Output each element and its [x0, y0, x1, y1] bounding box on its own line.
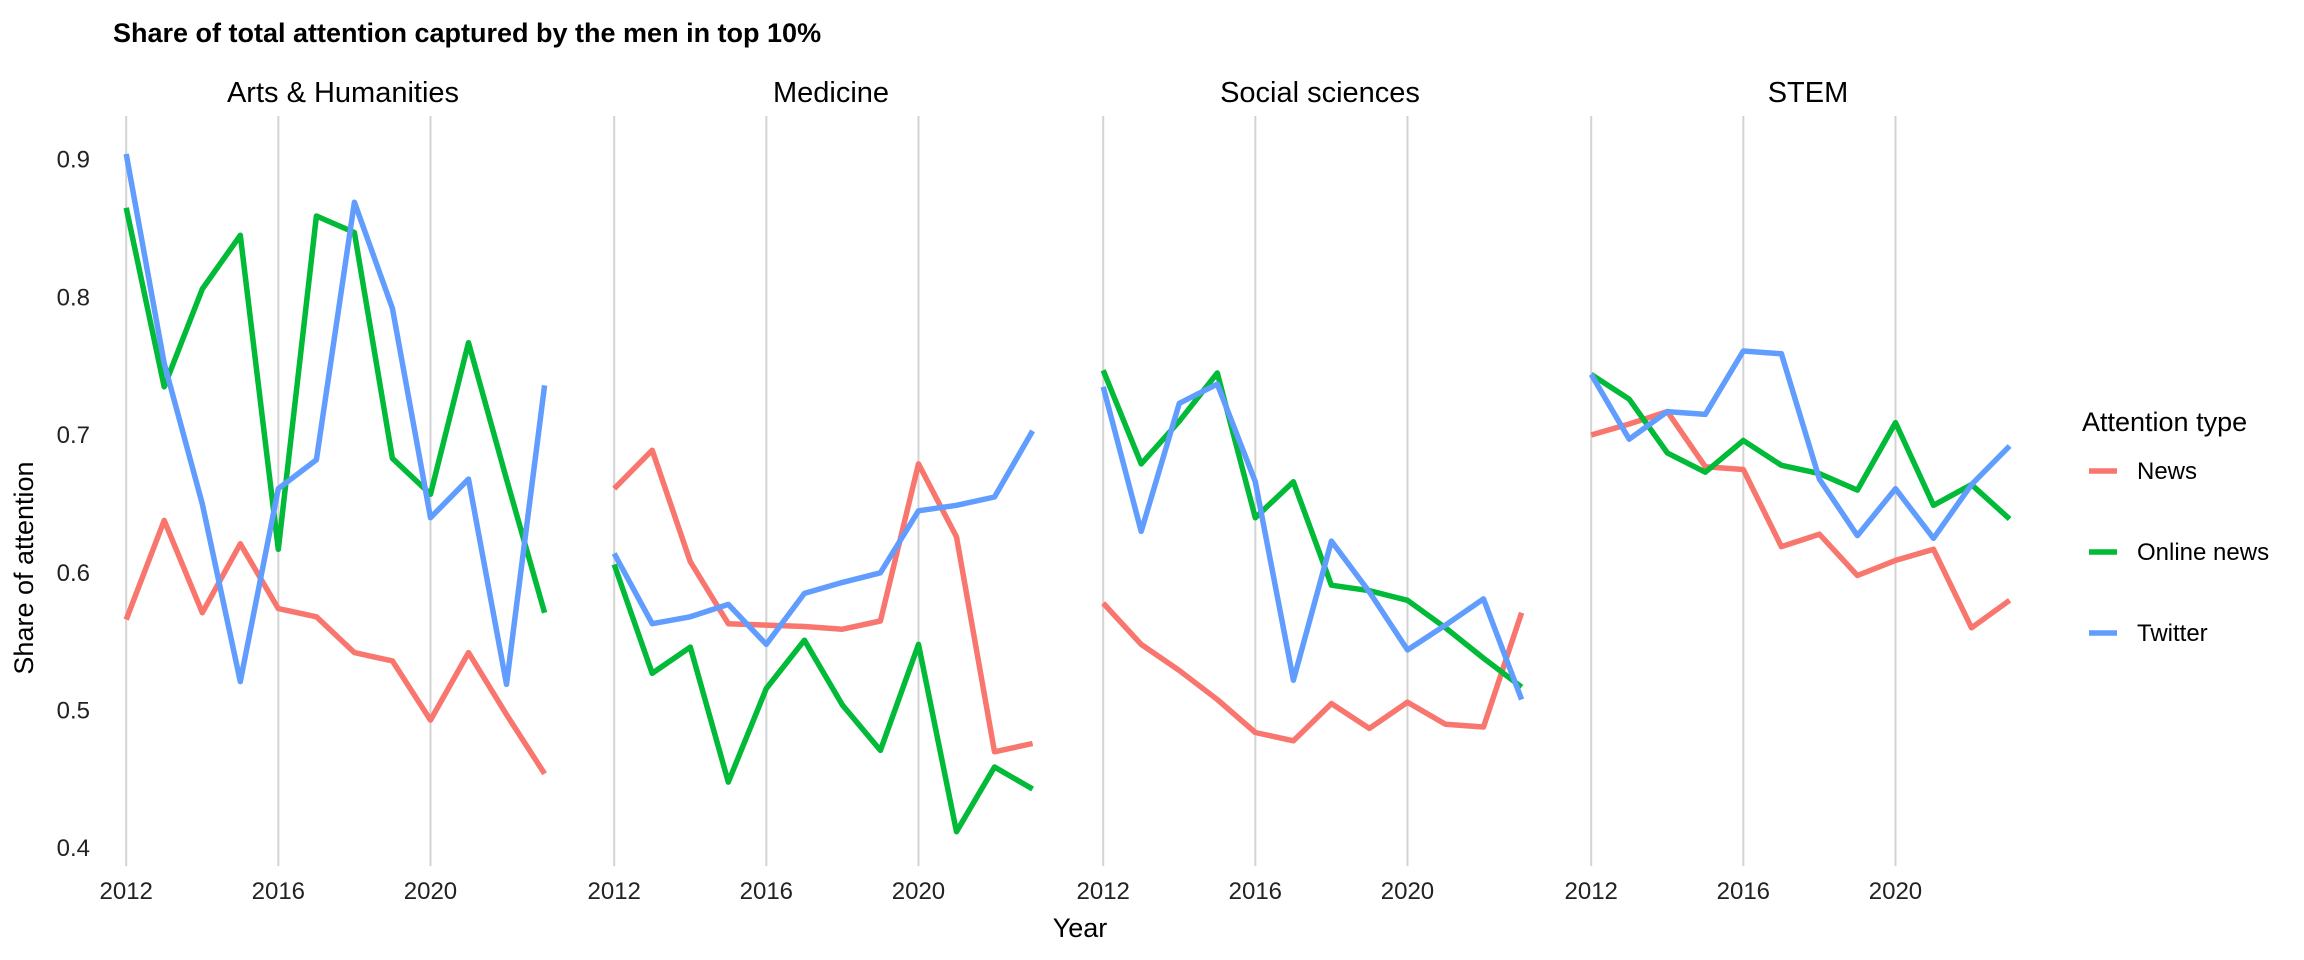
y-tick-label: 0.6	[57, 560, 90, 587]
legend-title: Attention type	[2082, 407, 2247, 437]
series-line-online-news	[611, 563, 1034, 835]
x-axis-title: Year	[1053, 913, 1108, 943]
series-line-news	[612, 447, 1034, 755]
series-line-twitter	[123, 153, 548, 688]
x-tick-label: 2012	[588, 878, 641, 905]
legend-label: Twitter	[2137, 620, 2208, 647]
series-line-twitter	[1100, 381, 1525, 701]
y-axis: 0.4 0.5 0.6 0.7 0.8 0.9	[57, 147, 90, 863]
series-line-news	[123, 517, 547, 776]
x-tick-label: 2016	[252, 878, 305, 905]
series-line-online-news	[1100, 369, 1524, 690]
x-tick-label: 2016	[740, 878, 793, 905]
x-tick-label: 2020	[404, 878, 457, 905]
series-line-news	[1101, 601, 1525, 744]
y-tick-label: 0.8	[57, 284, 90, 311]
x-tick-label: 2012	[1077, 878, 1130, 905]
y-tick-label: 0.4	[57, 835, 90, 862]
series-line-online-news	[123, 207, 548, 614]
legend: Attention type News Online news Twitter	[2082, 407, 2269, 647]
series-line-twitter	[1588, 348, 2012, 542]
panel-medicine: Medicine 2012 2016 2020	[588, 77, 1035, 905]
x-tick-label: 2020	[1381, 878, 1434, 905]
panel-social-sciences: Social sciences 2012 2016 2020	[1077, 77, 1525, 905]
y-tick-label: 0.5	[57, 697, 90, 724]
panel-strip-label: Arts & Humanities	[227, 77, 459, 109]
panel-stem: STEM 2012 2016 2020	[1565, 77, 2012, 905]
x-tick-label: 2016	[1717, 878, 1770, 905]
panel-strip-label: Social sciences	[1220, 77, 1420, 109]
x-tick-label: 2020	[1869, 878, 1922, 905]
x-tick-label: 2020	[892, 878, 945, 905]
x-tick-label: 2012	[100, 878, 153, 905]
legend-label: News	[2137, 458, 2197, 485]
chart-title: Share of total attention captured by the…	[113, 18, 821, 48]
y-axis-title: Share of attention	[9, 461, 39, 674]
y-tick-label: 0.7	[57, 422, 90, 449]
panel-strip-label: Medicine	[773, 77, 889, 109]
legend-label: Online news	[2137, 539, 2269, 566]
panel-arts-humanities: Arts & Humanities 2012 2016 2020	[100, 77, 548, 905]
series-line-twitter	[611, 429, 1035, 648]
y-tick-label: 0.9	[57, 147, 90, 174]
x-tick-label: 2016	[1229, 878, 1282, 905]
panel-strip-label: STEM	[1768, 77, 1849, 109]
x-tick-label: 2012	[1565, 878, 1618, 905]
panels: Arts & Humanities 2012 2016 2020 Medicine 201…	[100, 77, 2012, 905]
series-line-online-news	[1589, 372, 2012, 522]
